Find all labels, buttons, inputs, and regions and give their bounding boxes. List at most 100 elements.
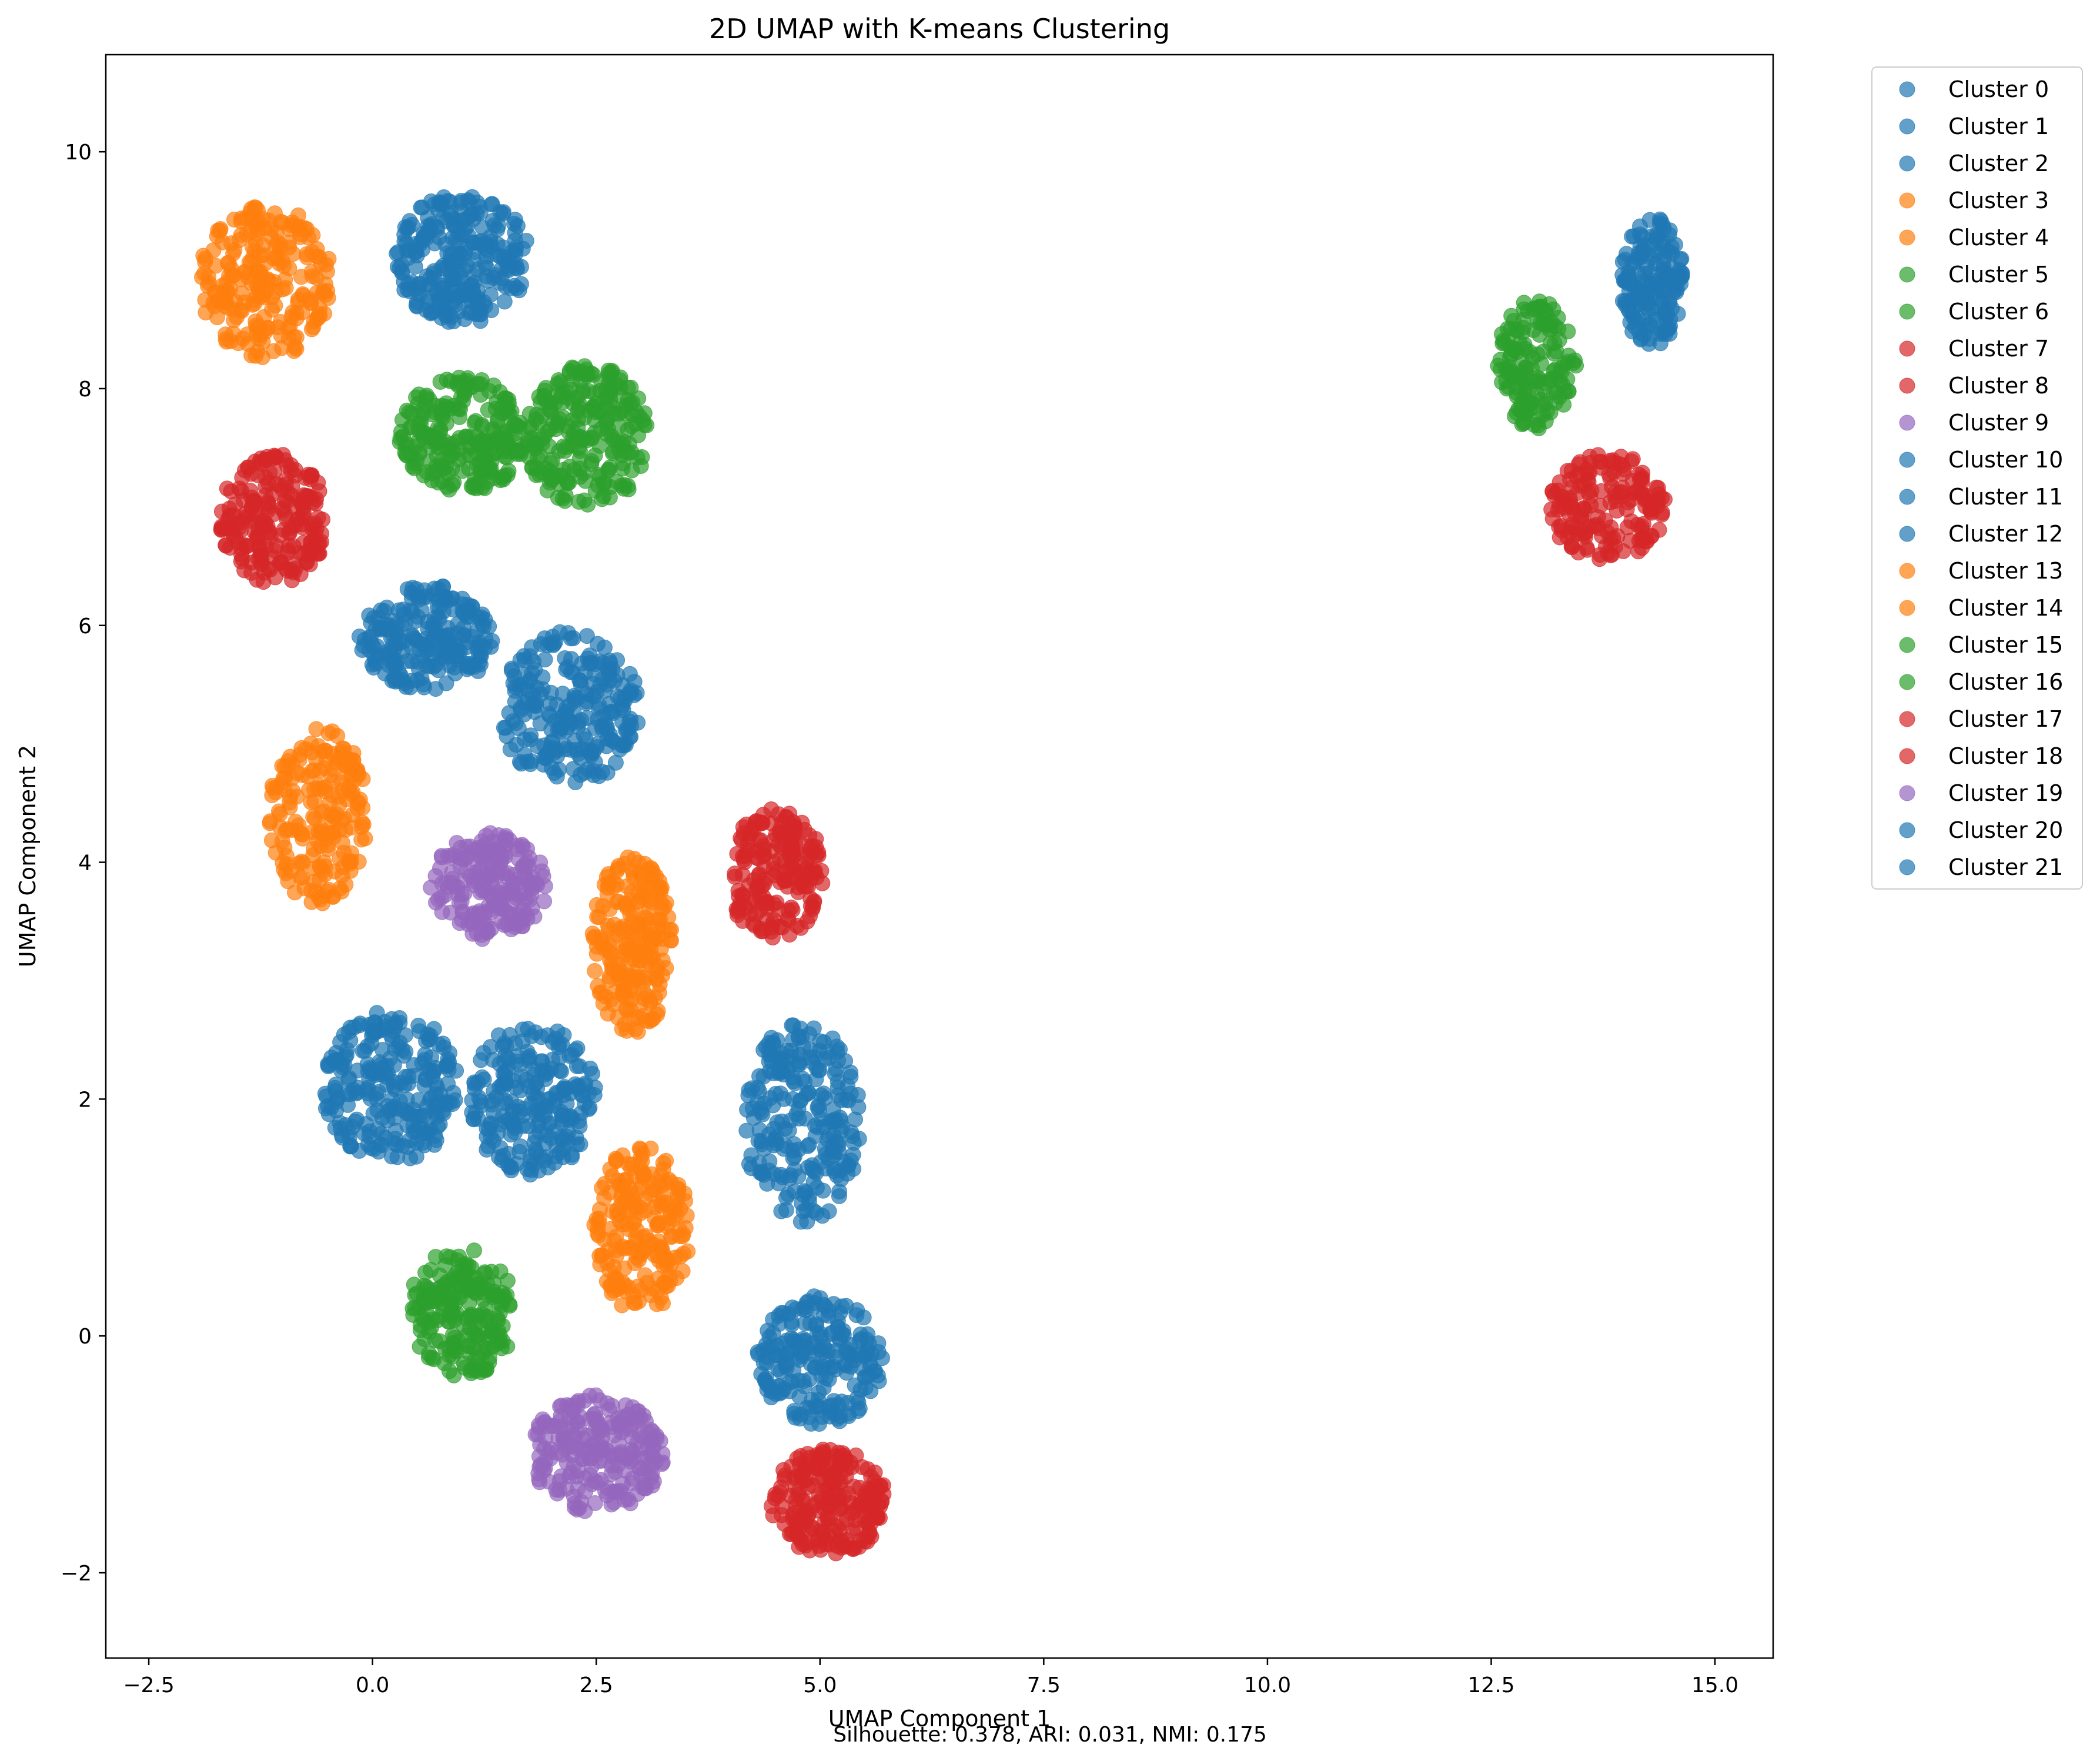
legend-label: Cluster 2 [1948, 151, 2049, 176]
data-point [763, 1030, 780, 1046]
data-point [821, 1203, 837, 1219]
data-point [508, 872, 524, 888]
data-point [1604, 452, 1621, 469]
data-point [569, 1040, 586, 1057]
data-point [525, 696, 541, 712]
data-point [281, 239, 297, 256]
data-point [608, 1153, 624, 1169]
data-point [374, 1042, 391, 1058]
data-point [438, 1096, 454, 1112]
legend-marker [1899, 81, 1915, 98]
data-point [507, 1035, 523, 1051]
data-point [654, 1194, 670, 1211]
data-point [246, 243, 263, 259]
data-point [564, 1403, 581, 1420]
data-point [834, 1298, 850, 1315]
legend-marker [1899, 303, 1915, 320]
data-point [784, 902, 801, 918]
data-point [638, 1480, 654, 1496]
legend-label: Cluster 4 [1948, 225, 2049, 250]
data-point [437, 636, 454, 651]
data-point [399, 402, 415, 419]
legend-marker [1899, 118, 1915, 135]
legend-marker [1899, 340, 1915, 357]
data-point [504, 914, 520, 931]
data-point [343, 819, 360, 835]
data-point [452, 401, 468, 417]
data-point [1623, 453, 1640, 470]
data-point [643, 1141, 659, 1157]
data-point [312, 872, 328, 888]
data-point [496, 390, 513, 407]
data-point [376, 603, 392, 619]
data-point [520, 1050, 537, 1066]
data-point [1562, 472, 1579, 488]
data-point [555, 1081, 571, 1097]
data-point [421, 1345, 437, 1362]
data-point [630, 960, 646, 977]
data-point [727, 868, 743, 885]
data-point [601, 666, 617, 682]
data-point [1530, 370, 1546, 386]
data-point [265, 343, 282, 359]
series-cluster-6 [520, 358, 655, 513]
legend-marker [1899, 748, 1915, 764]
data-point [355, 800, 371, 816]
data-point [561, 712, 577, 728]
data-point [427, 1060, 444, 1076]
data-point [589, 1225, 606, 1242]
data-point [570, 690, 586, 706]
legend-label: Cluster 5 [1948, 262, 2049, 288]
data-point [242, 223, 259, 240]
data-point [399, 220, 416, 236]
data-point [569, 1469, 585, 1485]
data-point [554, 1107, 570, 1124]
data-point [304, 244, 320, 260]
data-point [361, 1017, 377, 1033]
data-point [219, 480, 235, 497]
data-point [1545, 301, 1561, 317]
data-point [396, 1048, 412, 1064]
data-point [658, 1152, 674, 1169]
data-point [307, 495, 324, 512]
y-tick-label: 0 [78, 1325, 92, 1349]
data-point [622, 893, 638, 909]
data-point [213, 519, 230, 535]
data-point [812, 1325, 828, 1342]
data-point [442, 207, 458, 223]
data-point [337, 877, 354, 893]
data-point [586, 399, 602, 416]
data-point [828, 1342, 845, 1359]
data-point [373, 1137, 389, 1152]
legend-marker [1899, 822, 1915, 838]
data-point [494, 1079, 511, 1096]
data-point [1515, 389, 1531, 406]
data-point [429, 1312, 446, 1328]
legend-marker [1899, 563, 1915, 579]
data-point [600, 362, 617, 379]
data-point [570, 419, 586, 436]
data-point [535, 868, 551, 884]
data-point [302, 291, 318, 308]
series-cluster-4 [262, 721, 373, 911]
data-point [410, 1017, 427, 1034]
data-point [393, 1074, 409, 1091]
data-point [480, 1323, 496, 1340]
data-point [397, 1027, 414, 1044]
data-point [312, 838, 329, 854]
x-tick-label: 12.5 [1467, 1673, 1514, 1697]
data-point [551, 476, 568, 493]
data-point [428, 894, 444, 911]
data-point [503, 1162, 520, 1179]
data-point [807, 863, 823, 879]
data-point [535, 1458, 551, 1473]
data-point [1579, 471, 1596, 487]
data-point [342, 855, 358, 872]
data-point [1653, 236, 1670, 252]
data-point [1641, 212, 1658, 228]
data-point [770, 901, 787, 917]
data-point [577, 1075, 594, 1092]
data-point [511, 282, 527, 299]
data-point [641, 902, 657, 918]
data-point [799, 1399, 815, 1416]
